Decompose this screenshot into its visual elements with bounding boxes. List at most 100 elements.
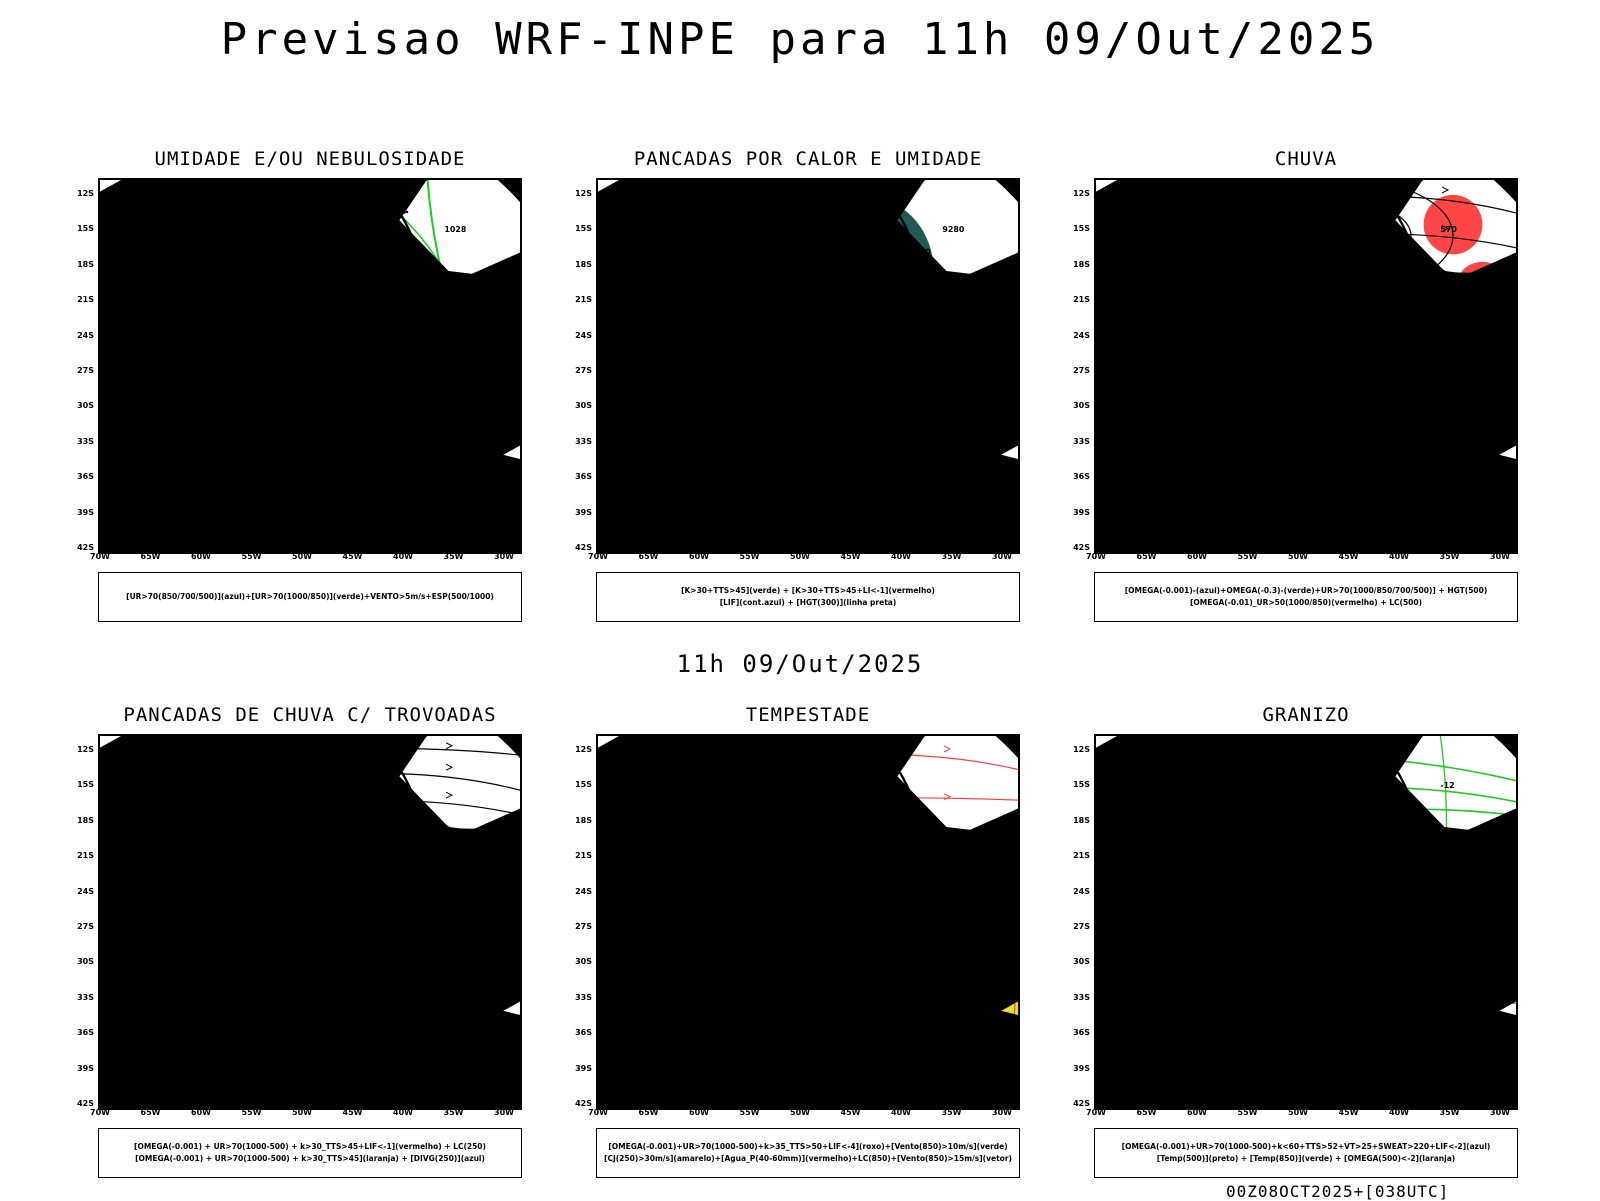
contour-label: 570 <box>272 311 289 320</box>
contour-label: -12 <box>1440 781 1454 790</box>
longitude-label: 55W <box>1233 552 1263 561</box>
contour-label: 570 <box>1440 225 1457 234</box>
legend-line: [OMEGA(-0.001)-(azul)+OMEGA(-0.3)-(verde… <box>1125 585 1488 597</box>
legend-line: [OMEGA(-0.001)+UR>70(1000-500)+k>35_TTS>… <box>608 1141 1007 1153</box>
contour-label: 588 <box>411 247 428 256</box>
longitude-label: 50W <box>785 552 815 561</box>
contour-label: 9360 <box>787 459 810 468</box>
legend-line: [Temp(500)](preto) + [Temp(850)](verde) … <box>1157 1153 1455 1165</box>
contour-label: 1028 <box>444 225 467 234</box>
longitude-label: 40W <box>388 1108 418 1117</box>
latitude-label: 39S <box>66 508 94 517</box>
contour-label: -12 <box>1146 759 1160 768</box>
longitude-label: 40W <box>886 552 916 561</box>
latitude-label: 42S <box>66 543 94 552</box>
longitude-label: 55W <box>237 1108 267 1117</box>
latitude-label: 12S <box>564 189 592 198</box>
latitude-label: 36S <box>66 472 94 481</box>
contour-label: 9600 <box>648 203 671 212</box>
panel-title-pancadas-calor: PANCADAS POR CALOR E UMIDADE <box>556 148 1060 170</box>
contour-label: 576 <box>1407 247 1424 256</box>
map-pancadas-trovoadas <box>98 734 522 1110</box>
latitude-label: 33S <box>66 437 94 446</box>
latitude-label: 21S <box>66 851 94 860</box>
latitude-label: 12S <box>1062 189 1090 198</box>
latitude-label: 42S <box>564 543 592 552</box>
legend-line: [OMEGA(-0.001) + UR>70(1000-500) + k>30_… <box>134 1141 486 1153</box>
latitude-label: 24S <box>66 331 94 340</box>
longitude-label: 45W <box>1334 552 1364 561</box>
latitude-label: 15S <box>564 780 592 789</box>
contour-label: 573 <box>1285 459 1302 468</box>
longitude-label: 50W <box>1283 552 1313 561</box>
run-timestamp: 00Z08OCT2025+[038UTC] <box>1226 1182 1449 1201</box>
legend-granizo: [OMEGA(-0.001)+UR>70(1000-500)+k<60+TTS>… <box>1094 1128 1518 1178</box>
longitude-label: 70W <box>583 552 613 561</box>
latitude-label: 12S <box>1062 745 1090 754</box>
latitude-label: 30S <box>564 957 592 966</box>
latitude-label: 18S <box>564 260 592 269</box>
longitude-label: 70W <box>1081 1108 1111 1117</box>
contour-label: 576 <box>428 396 445 405</box>
contour-label: 9280 <box>909 247 932 256</box>
contour-label: 1012 <box>150 203 172 212</box>
longitude-label: 40W <box>886 1108 916 1117</box>
longitude-label: 30W <box>987 1108 1017 1117</box>
latitude-label: 24S <box>1062 887 1090 896</box>
latitude-label: 12S <box>66 189 94 198</box>
contour-label: 1020 <box>394 419 417 428</box>
latitude-label: 33S <box>1062 437 1090 446</box>
latitude-label: 42S <box>66 1099 94 1108</box>
latitude-label: 21S <box>1062 851 1090 860</box>
longitude-label: 30W <box>1485 1108 1515 1117</box>
longitude-label: 50W <box>287 552 317 561</box>
contour-label: 9520 <box>804 288 827 297</box>
contour-label: 9600 <box>770 311 793 320</box>
latitude-label: 27S <box>1062 366 1090 375</box>
longitude-label: 65W <box>1132 1108 1162 1117</box>
longitude-label: 40W <box>1384 1108 1414 1117</box>
latitude-label: 42S <box>1062 1099 1090 1108</box>
contour-label: 570 <box>1235 333 1252 342</box>
contour-label: 9440 <box>753 482 776 491</box>
longitude-label: 65W <box>634 552 664 561</box>
longitude-label: 35W <box>937 1108 967 1117</box>
latitude-label: 30S <box>564 401 592 410</box>
longitude-label: 35W <box>439 552 469 561</box>
forecast-time-label: 11h 09/Out/2025 <box>0 650 1600 678</box>
latitude-label: 39S <box>564 1064 592 1073</box>
contour-label: -12 <box>1268 867 1282 876</box>
longitude-label: 55W <box>237 552 267 561</box>
legend-umidade: [UR>70(850/700/500)](azul)+[UR>70(1000/8… <box>98 572 522 622</box>
longitude-label: 55W <box>735 552 765 561</box>
panel-title-pancadas-trovoadas: PANCADAS DE CHUVA C/ TROVOADAS <box>58 704 562 726</box>
longitude-label: 50W <box>1283 1108 1313 1117</box>
longitude-label: 35W <box>937 552 967 561</box>
contour-label: 40 <box>959 930 971 939</box>
legend-line: [UR>70(850/700/500)](azul)+[UR>70(1000/8… <box>126 591 494 603</box>
contour-label: 9280 <box>942 225 965 234</box>
longitude-label: 30W <box>1485 552 1515 561</box>
contour-label: 582 <box>1302 288 1319 297</box>
contour-label: -15 <box>1302 844 1316 853</box>
longitude-label: 70W <box>85 1108 115 1117</box>
legend-line: [OMEGA(-0.001) + UR>70(1000-500) + k>30_… <box>135 1153 485 1165</box>
longitude-label: 45W <box>836 552 866 561</box>
contour-label: 567 <box>1268 311 1285 320</box>
contour-label: 561 <box>1251 482 1268 491</box>
latitude-label: 30S <box>66 957 94 966</box>
latitude-label: 27S <box>564 366 592 375</box>
longitude-label: 65W <box>136 552 166 561</box>
legend-chuva: [OMEGA(-0.001)-(azul)+OMEGA(-0.3)-(verde… <box>1094 572 1518 622</box>
latitude-label: 39S <box>564 508 592 517</box>
latitude-label: 30S <box>66 401 94 410</box>
longitude-label: 60W <box>186 1108 216 1117</box>
contour-label: 40 <box>648 759 660 768</box>
latitude-label: 15S <box>1062 224 1090 233</box>
longitude-label: 70W <box>85 552 115 561</box>
panel-title-tempestade: TEMPESTADE <box>556 704 1060 726</box>
latitude-label: 39S <box>1062 508 1090 517</box>
longitude-label: 50W <box>287 1108 317 1117</box>
